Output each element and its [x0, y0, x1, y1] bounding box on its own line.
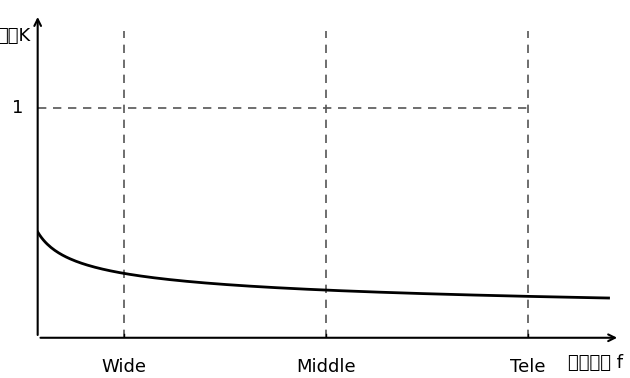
Text: Tele: Tele	[510, 358, 546, 376]
Text: Middle: Middle	[296, 358, 356, 376]
Text: 係数K: 係数K	[0, 27, 31, 45]
Text: Wide: Wide	[101, 358, 147, 376]
Text: 焦点距離 f: 焦点距離 f	[568, 354, 623, 372]
Text: 1: 1	[12, 99, 23, 117]
